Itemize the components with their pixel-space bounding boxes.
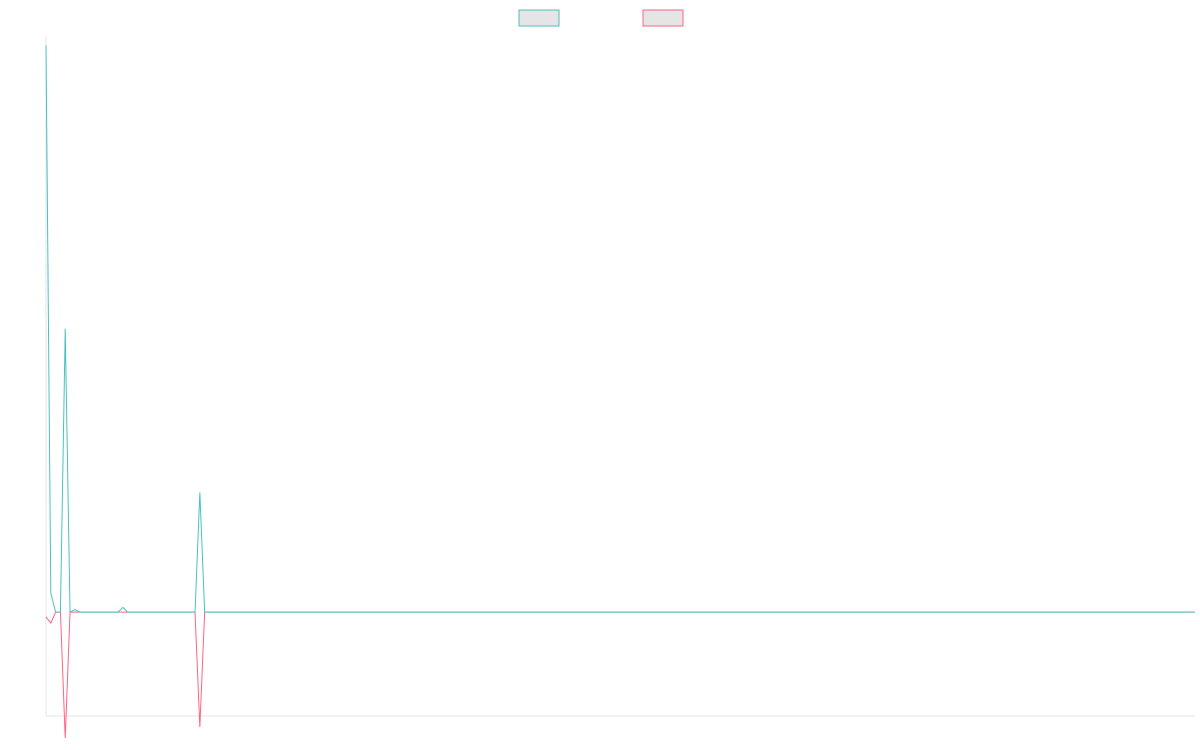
series-line-1 [45, 45, 1195, 613]
legend-item-1 [518, 9, 560, 27]
legend-item-2 [642, 9, 684, 27]
axes [45, 36, 1195, 717]
legend-swatch-2 [642, 9, 684, 27]
legend-swatch-1 [518, 9, 560, 27]
series-layer [45, 45, 1195, 739]
series-line-2 [45, 611, 1195, 739]
legend [518, 9, 684, 27]
